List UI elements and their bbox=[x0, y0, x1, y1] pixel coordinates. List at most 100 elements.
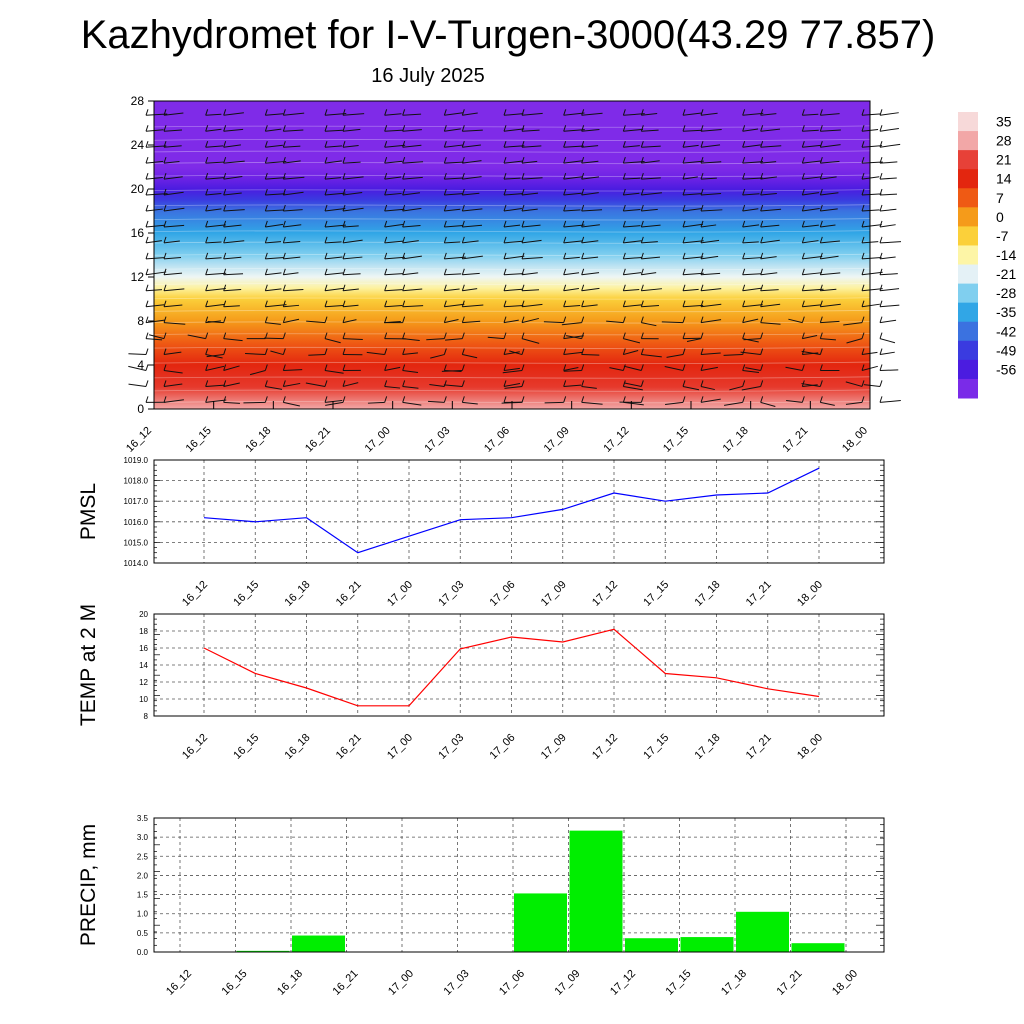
wind-barb-feather bbox=[205, 300, 209, 307]
wind-barb-feather bbox=[760, 348, 764, 355]
wind-barb-staff bbox=[429, 383, 445, 387]
wind-barb-staff bbox=[742, 370, 760, 374]
wind-barb-feather bbox=[819, 332, 823, 339]
wind-barb-staff bbox=[324, 399, 343, 403]
wind-barb-feather bbox=[801, 236, 805, 244]
wind-barb-staff bbox=[700, 112, 718, 116]
wind-barb-staff bbox=[324, 338, 341, 344]
wind-barb-feather bbox=[640, 332, 644, 339]
wind-barb-feather bbox=[521, 172, 525, 180]
wind-barb-feather bbox=[760, 204, 764, 212]
wind-barb-feather bbox=[461, 220, 465, 228]
wind-barb-feather bbox=[521, 268, 525, 275]
wind-barb-staff bbox=[623, 192, 640, 196]
wind-barb-feather bbox=[622, 396, 626, 403]
wind-barb-feather bbox=[384, 141, 388, 148]
wind-barb-staff bbox=[342, 256, 363, 260]
x-tick-label: 17_03 bbox=[422, 425, 452, 455]
wind-barb-feather bbox=[205, 284, 209, 291]
wind-barb-staff bbox=[402, 161, 424, 164]
wind-barb-feather bbox=[861, 332, 865, 339]
y-tick-label: 8 bbox=[137, 314, 144, 328]
wind-barb-staff bbox=[324, 305, 344, 308]
colorbar-label: -49 bbox=[996, 342, 1016, 358]
wind-barb-feather bbox=[700, 284, 704, 291]
wind-barb-staff bbox=[384, 144, 406, 148]
x-tick-label: 18_00 bbox=[795, 732, 825, 762]
wind-barb-feather bbox=[503, 156, 507, 164]
wind-barb-feather bbox=[581, 316, 585, 323]
colorbar-label: 0 bbox=[996, 209, 1004, 225]
wind-barb-staff bbox=[427, 400, 445, 403]
wind-barb-feather bbox=[563, 380, 567, 387]
wind-barb-feather bbox=[819, 364, 823, 371]
wind-barb-staff bbox=[342, 144, 359, 148]
wind-barb-staff bbox=[342, 161, 361, 164]
wind-barb-feather bbox=[879, 236, 883, 244]
wind-barb-feather bbox=[861, 396, 865, 403]
wind-barb-feather bbox=[461, 284, 465, 291]
colorbar-swatch bbox=[958, 302, 978, 323]
isotherm-line bbox=[153, 361, 871, 364]
wind-barb-feather bbox=[503, 364, 507, 371]
wind-barb-feather bbox=[402, 380, 406, 387]
wind-barb-staff bbox=[223, 289, 242, 292]
wind-barb-feather bbox=[742, 172, 746, 180]
wind-barb-staff bbox=[521, 145, 542, 148]
isotherm-line bbox=[153, 241, 871, 244]
wind-barb-feather bbox=[384, 332, 388, 339]
wind-barb-feather bbox=[342, 125, 346, 132]
wind-barb-feather bbox=[640, 380, 644, 387]
wind-barb-feather bbox=[342, 172, 346, 180]
colorbar-label: 28 bbox=[996, 133, 1012, 149]
wind-barb-feather bbox=[402, 172, 406, 180]
wind-barb-staff bbox=[820, 401, 835, 406]
wind-barb-staff bbox=[402, 385, 419, 389]
wind-barb-feather bbox=[742, 348, 746, 355]
wind-barb-staff bbox=[223, 382, 240, 387]
wind-barb-staff bbox=[324, 224, 346, 228]
wind-barb-feather bbox=[700, 396, 704, 403]
wind-barb-staff bbox=[700, 272, 721, 276]
wind-barb-staff bbox=[324, 113, 347, 116]
wind-barb-staff bbox=[581, 354, 600, 356]
wind-barb-staff bbox=[402, 338, 420, 342]
wind-barb-staff bbox=[444, 208, 461, 212]
wind-barb-staff bbox=[623, 128, 644, 132]
wind-barb-staff bbox=[462, 401, 478, 405]
wind-barb-feather bbox=[443, 348, 447, 355]
wind-barb-feather bbox=[205, 268, 209, 275]
x-tick-label: 17_03 bbox=[436, 732, 466, 762]
wind-barb-feather bbox=[282, 252, 286, 260]
wind-barb-feather bbox=[700, 268, 704, 275]
wind-barb-feather bbox=[163, 188, 167, 196]
wind-barb-feather bbox=[742, 125, 746, 132]
wind-barb-feather bbox=[163, 268, 167, 275]
wind-barb-staff bbox=[700, 398, 721, 403]
wind-barb-feather bbox=[819, 252, 823, 260]
wind-barb-feather bbox=[521, 109, 525, 116]
wind-barb-feather bbox=[581, 172, 585, 180]
wind-barb-feather bbox=[503, 300, 507, 307]
wind-barb-staff bbox=[879, 400, 901, 403]
wind-barb-staff bbox=[581, 112, 603, 116]
wind-barb-feather bbox=[342, 188, 346, 196]
wind-barb-staff bbox=[265, 257, 285, 260]
wind-barb-staff bbox=[283, 401, 300, 407]
wind-barb-staff bbox=[820, 303, 841, 308]
wind-barb-staff bbox=[402, 352, 418, 356]
wind-barb-staff bbox=[223, 365, 240, 371]
y-axis-label: PMSL bbox=[77, 483, 100, 540]
wind-barb-staff bbox=[249, 370, 266, 376]
wind-barb-feather bbox=[801, 204, 805, 212]
wind-barb-feather bbox=[205, 332, 209, 339]
wind-barb-feather bbox=[581, 300, 585, 307]
wind-barb-staff bbox=[700, 224, 717, 228]
wind-barb-staff bbox=[563, 272, 580, 276]
wind-barb-staff bbox=[581, 256, 599, 260]
wind-barb-staff bbox=[742, 224, 760, 228]
wind-barb-feather bbox=[402, 364, 406, 371]
wind-barb-staff bbox=[700, 366, 718, 371]
wind-barb-feather bbox=[801, 316, 805, 323]
